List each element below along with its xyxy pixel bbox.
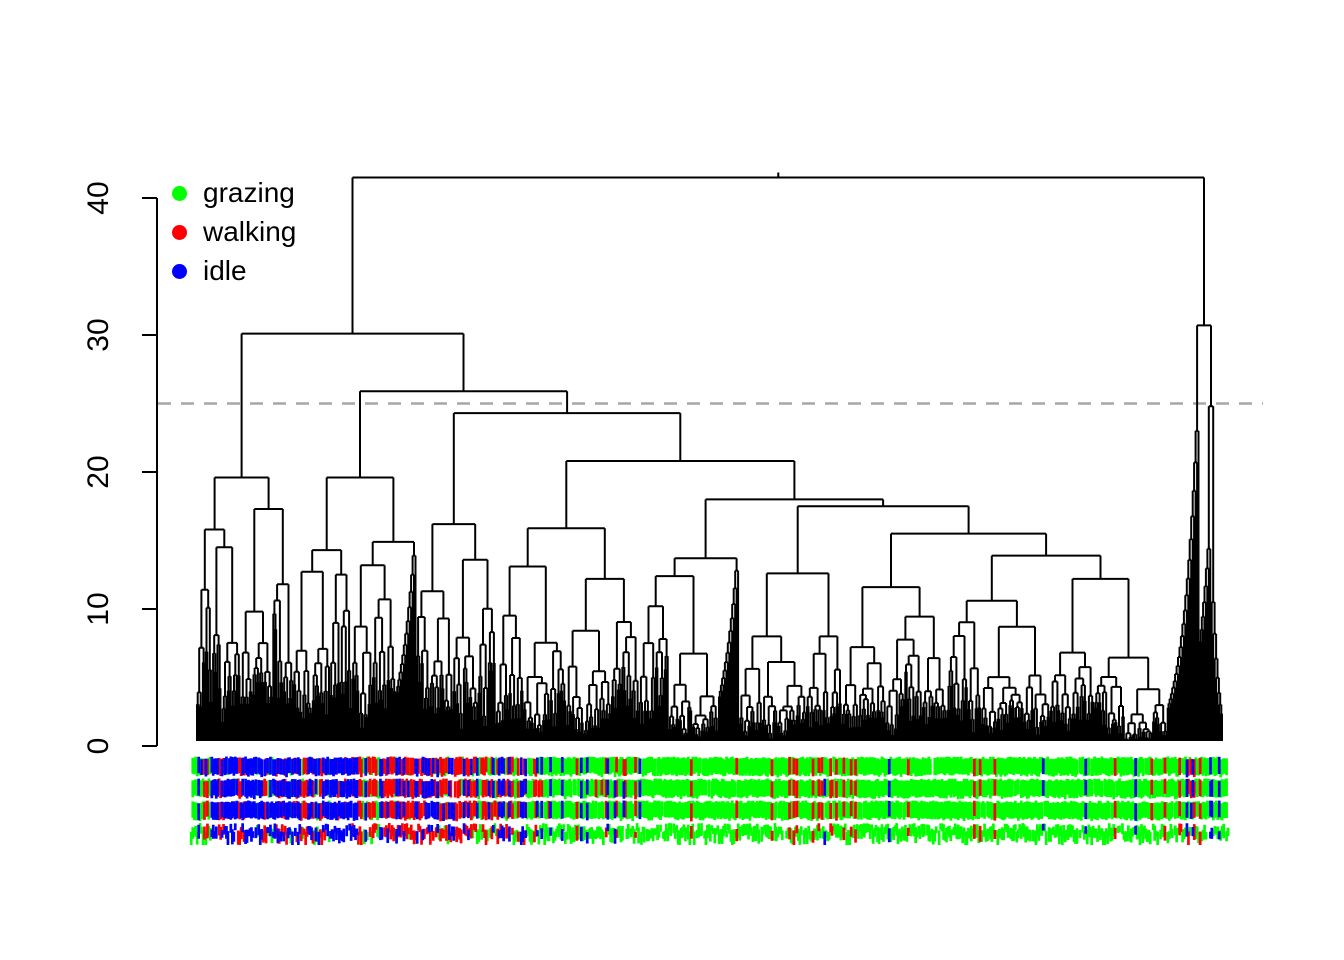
dendrogram-tree — [196, 172, 1223, 741]
band-walking — [203, 756, 1202, 845]
legend-label-grazing: grazing — [203, 177, 295, 208]
y-tick-label-0: 0 — [82, 738, 115, 755]
band-idle — [197, 756, 1221, 845]
leaf-label-band — [189, 756, 1230, 845]
y-tick-label-30: 30 — [82, 318, 115, 351]
legend-label-walking: walking — [203, 216, 297, 247]
y-tick-label-10: 10 — [82, 592, 115, 625]
legend-label-idle: idle — [203, 255, 247, 286]
legend-item-walking: walking — [172, 217, 296, 247]
band-grazing — [189, 756, 1230, 845]
y-tick-label-20: 20 — [82, 455, 115, 488]
legend-item-idle: idle — [172, 256, 296, 286]
y-axis: 0 10 20 30 40 — [82, 181, 158, 755]
idle-dot-icon — [172, 263, 187, 279]
y-tick-label-40: 40 — [82, 181, 115, 214]
walking-dot-icon — [172, 224, 187, 240]
grazing-dot-icon — [172, 185, 187, 201]
legend: grazing walking idle — [172, 178, 296, 286]
legend-item-grazing: grazing — [172, 178, 296, 208]
